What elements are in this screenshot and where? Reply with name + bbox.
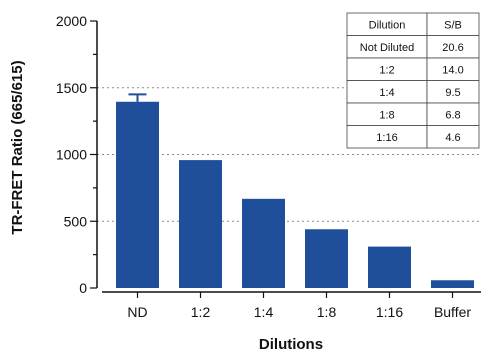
y-tick-label: 0	[79, 280, 87, 296]
table-header-sb: S/B	[444, 19, 462, 31]
x-tick-label: 1:4	[254, 304, 274, 320]
table-dilution-value: Not Diluted	[360, 42, 414, 54]
y-tick-label: 2000	[56, 13, 87, 29]
table-sb-value: 6.8	[445, 109, 460, 121]
bar	[305, 229, 348, 288]
x-tick-label: Buffer	[434, 304, 471, 320]
table-dilution-value: 1:8	[379, 109, 394, 121]
table-dilution-value: 1:2	[379, 64, 394, 76]
y-axis-title: TR-FRET Ratio (665/615)	[9, 60, 26, 234]
x-axis-title: Dilutions	[259, 336, 323, 352]
y-tick-label: 1000	[56, 147, 87, 163]
bar	[431, 280, 474, 288]
table-dilution-value: 1:16	[376, 132, 397, 144]
bar	[179, 160, 222, 288]
y-tick-label: 500	[64, 213, 88, 229]
table-dilution-value: 1:4	[379, 87, 394, 99]
x-tick-label: 1:16	[376, 304, 403, 320]
table-sb-value: 14.0	[442, 64, 463, 76]
bar	[242, 198, 285, 288]
bars	[116, 93, 474, 288]
table-header-dilution: Dilution	[369, 19, 406, 31]
bar	[116, 101, 159, 288]
x-tick-label: 1:8	[317, 304, 337, 320]
table-cell	[426, 125, 480, 149]
y-ticks: 0 500 1000 1500 2000	[56, 13, 97, 296]
table-sb-value: 9.5	[445, 87, 460, 99]
x-tick-label: 1:2	[191, 304, 211, 320]
table-sb-value: 20.6	[442, 42, 463, 54]
bar	[368, 246, 411, 288]
x-ticks: ND 1:2 1:4 1:8 1:16 Buffer	[127, 292, 471, 320]
sb-table: Dilution S/B Not Diluted 20.6 1:2 14.0 1:4 9.5 1…	[346, 12, 480, 149]
table-sb-value: 4.6	[445, 132, 460, 144]
y-tick-label: 1500	[56, 80, 87, 96]
x-tick-label: ND	[127, 304, 147, 320]
